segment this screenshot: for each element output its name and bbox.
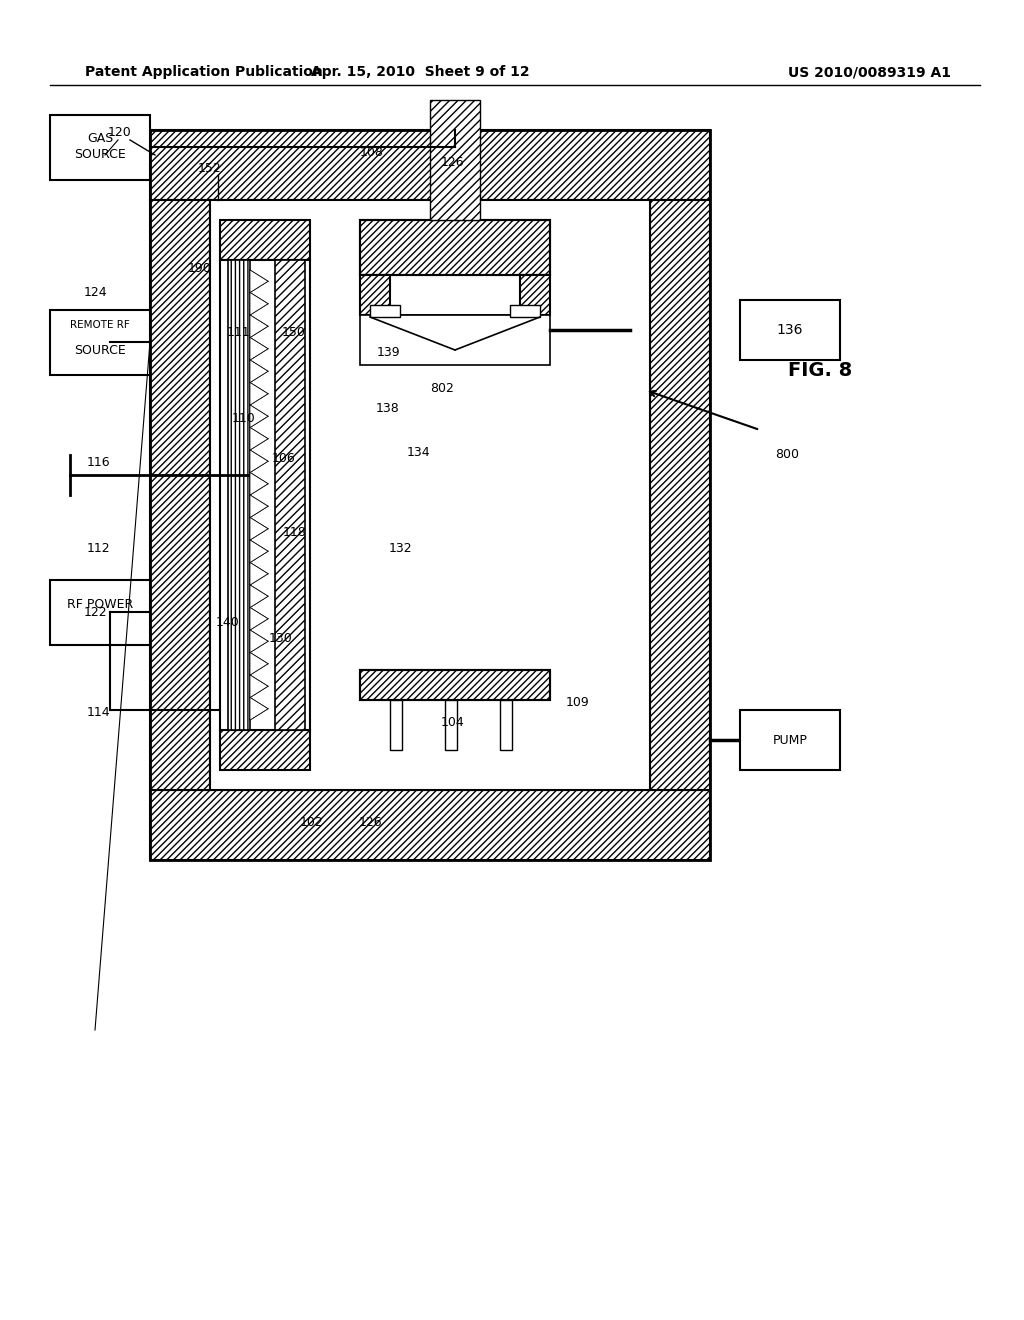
Text: 190: 190 — [188, 261, 212, 275]
Polygon shape — [250, 495, 268, 517]
Bar — [360, 315, 550, 366]
Text: 126: 126 — [358, 817, 382, 829]
Text: 108: 108 — [360, 145, 384, 158]
Text: SOURCE: SOURCE — [74, 149, 126, 161]
Polygon shape — [250, 630, 268, 652]
Text: 124: 124 — [83, 286, 106, 300]
Polygon shape — [250, 428, 268, 450]
Text: 126: 126 — [440, 156, 464, 169]
Bar — [740, 710, 840, 770]
Bar — [650, 201, 710, 789]
Bar — [50, 579, 150, 645]
Bar — [360, 275, 550, 315]
Text: 114: 114 — [86, 706, 110, 719]
Text: 130: 130 — [268, 631, 292, 644]
Bar — [500, 700, 512, 750]
Text: 106: 106 — [272, 451, 296, 465]
Text: 139: 139 — [376, 346, 399, 359]
Bar — [210, 201, 650, 789]
Text: 116: 116 — [86, 457, 110, 470]
Polygon shape — [250, 607, 268, 630]
Bar — [150, 201, 210, 789]
Bar — [220, 260, 310, 730]
Bar — [360, 220, 550, 275]
Bar — [220, 730, 310, 770]
Text: REMOTE RF: REMOTE RF — [70, 319, 130, 330]
Text: PUMP: PUMP — [772, 734, 808, 747]
Text: GAS: GAS — [87, 132, 113, 145]
Text: SOURCE: SOURCE — [74, 343, 126, 356]
Bar — [445, 700, 457, 750]
Text: 102: 102 — [300, 817, 324, 829]
Bar — [520, 275, 550, 315]
Polygon shape — [250, 315, 268, 338]
Text: 111: 111 — [226, 326, 250, 339]
Bar — [510, 305, 540, 317]
Polygon shape — [250, 585, 268, 607]
Bar — [150, 789, 710, 861]
Polygon shape — [250, 652, 268, 675]
Bar — [228, 260, 250, 730]
Polygon shape — [250, 293, 268, 315]
Text: 132: 132 — [388, 541, 412, 554]
Text: 118: 118 — [283, 527, 307, 540]
Text: 136: 136 — [777, 323, 803, 337]
Text: FIG. 8: FIG. 8 — [787, 360, 852, 380]
Polygon shape — [250, 271, 268, 293]
Bar — [220, 220, 310, 260]
Text: 112: 112 — [86, 541, 110, 554]
Bar — [150, 129, 710, 861]
Bar — [360, 275, 390, 315]
Text: Apr. 15, 2010  Sheet 9 of 12: Apr. 15, 2010 Sheet 9 of 12 — [310, 65, 529, 79]
Polygon shape — [250, 473, 268, 495]
Polygon shape — [250, 338, 268, 360]
Text: Patent Application Publication: Patent Application Publication — [85, 65, 323, 79]
Bar — [390, 700, 402, 750]
Bar — [360, 671, 550, 700]
Text: 134: 134 — [407, 446, 430, 459]
Bar — [50, 310, 150, 375]
Text: 122: 122 — [83, 606, 106, 619]
Bar — [150, 129, 710, 201]
Bar — [275, 260, 305, 730]
Text: 104: 104 — [441, 717, 465, 730]
Text: 802: 802 — [430, 381, 454, 395]
Text: 120: 120 — [109, 127, 132, 140]
Bar — [430, 100, 480, 220]
Text: 138: 138 — [376, 401, 400, 414]
Bar — [740, 300, 840, 360]
Polygon shape — [250, 517, 268, 540]
Text: 110: 110 — [231, 412, 255, 425]
Polygon shape — [250, 360, 268, 383]
Text: 109: 109 — [566, 697, 590, 710]
Polygon shape — [250, 562, 268, 585]
Text: 800: 800 — [775, 449, 799, 462]
Text: RF POWER: RF POWER — [67, 598, 133, 610]
Bar — [370, 305, 400, 317]
Text: 150: 150 — [282, 326, 306, 339]
Bar — [50, 115, 150, 180]
Text: 140: 140 — [216, 616, 240, 630]
Polygon shape — [250, 540, 268, 562]
Polygon shape — [250, 697, 268, 719]
Text: 152: 152 — [198, 161, 222, 174]
Polygon shape — [250, 383, 268, 405]
Polygon shape — [250, 675, 268, 697]
Text: US 2010/0089319 A1: US 2010/0089319 A1 — [788, 65, 951, 79]
Polygon shape — [250, 450, 268, 473]
Bar — [360, 220, 550, 275]
Polygon shape — [250, 405, 268, 428]
Bar — [360, 671, 550, 700]
